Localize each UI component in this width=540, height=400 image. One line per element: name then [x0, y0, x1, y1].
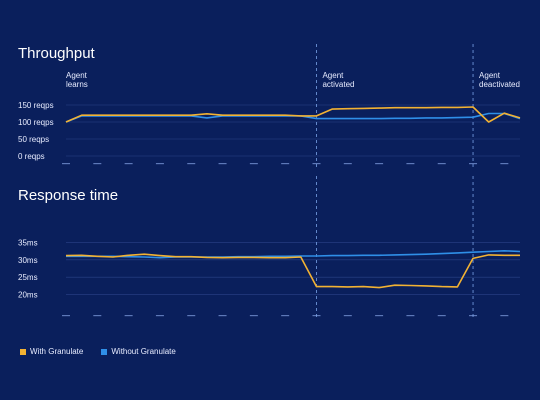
- ytick-label-0-2: 50 reqps: [18, 135, 49, 144]
- ytick-label-0-3: 0 reqps: [18, 152, 45, 161]
- xtick-mark-0-10: [218, 163, 227, 165]
- chart-title-1: Response time: [18, 187, 118, 204]
- xtick-mark-1-4: [124, 315, 133, 317]
- annotation-label-0-1: learns: [66, 80, 88, 89]
- legend-swatch-with: [20, 348, 26, 355]
- xtick-mark-0-0: [62, 163, 70, 165]
- xtick-mark-1-14: [281, 315, 290, 317]
- legend-swatch-without: [101, 348, 108, 355]
- legend-item-with: With Granulate: [20, 347, 83, 356]
- annotation-label-2-1: deactivated: [479, 80, 520, 89]
- ytick-label-1-1: 30ms: [18, 256, 38, 265]
- xtick-mark-1-2: [93, 315, 102, 317]
- series-line-0-with: [65, 106, 521, 123]
- legend-label-with: With Granulate: [30, 347, 84, 356]
- xtick-mark-1-22: [406, 315, 415, 317]
- ytick-label-0-1: 100 reqps: [18, 118, 54, 127]
- xtick-mark-1-28: [500, 315, 509, 317]
- xtick-mark-0-12: [249, 163, 258, 165]
- xtick-mark-0-24: [437, 163, 446, 165]
- xtick-mark-1-8: [187, 315, 196, 317]
- series-line-1-without: [66, 250, 521, 259]
- annotation-label-1-0: Agent: [322, 71, 344, 80]
- xtick-mark-0-22: [406, 163, 415, 165]
- legend: With Granulate Without Granulate: [20, 347, 176, 356]
- ytick-label-1-3: 20ms: [18, 291, 38, 300]
- legend-label-without: Without Granulate: [111, 347, 176, 356]
- chart-title-0: Throughput: [18, 45, 96, 62]
- annotation-label-2-0: Agent: [479, 71, 501, 80]
- ytick-label-1-0: 35ms: [18, 238, 38, 247]
- xtick-mark-1-10: [218, 315, 227, 317]
- ytick-label-0-0: 150 reqps: [18, 101, 54, 110]
- xtick-mark-1-20: [375, 315, 384, 317]
- xtick-mark-0-4: [124, 163, 133, 165]
- ytick-label-1-2: 25ms: [18, 273, 38, 282]
- series-line-1-with: [65, 253, 520, 289]
- legend-item-without: Without Granulate: [101, 347, 176, 356]
- annotation-label-0-0: Agent: [66, 71, 88, 80]
- xtick-mark-0-8: [187, 163, 196, 165]
- xtick-mark-0-26: [469, 163, 478, 165]
- xtick-mark-0-18: [343, 163, 352, 165]
- xtick-mark-0-6: [155, 163, 164, 165]
- xtick-mark-0-16: [312, 163, 321, 165]
- xtick-mark-1-12: [249, 315, 258, 317]
- xtick-mark-1-6: [155, 315, 164, 317]
- xtick-mark-1-0: [62, 315, 70, 317]
- xtick-mark-0-28: [500, 163, 509, 165]
- xtick-mark-0-2: [93, 163, 102, 165]
- xtick-mark-0-20: [375, 163, 384, 165]
- annotation-label-1-1: activated: [322, 80, 354, 89]
- xtick-mark-1-24: [437, 315, 446, 317]
- xtick-mark-0-14: [281, 163, 290, 165]
- xtick-mark-1-18: [343, 315, 352, 317]
